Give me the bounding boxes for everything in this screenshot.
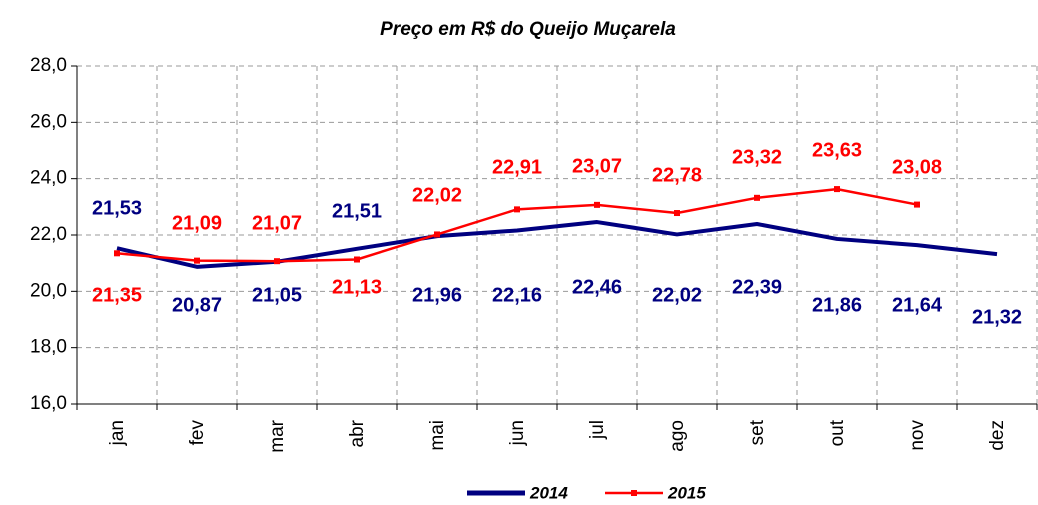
marker bbox=[274, 258, 280, 265]
marker bbox=[754, 194, 760, 201]
x-tick-label: abr bbox=[347, 419, 368, 447]
legend-label: 2014 bbox=[529, 483, 568, 502]
marker bbox=[914, 201, 920, 208]
x-tick-label: out bbox=[827, 419, 848, 446]
y-tick-label: 16,0 bbox=[30, 393, 67, 414]
data-label: 21,96 bbox=[412, 284, 462, 306]
x-tick-label: mai bbox=[427, 420, 448, 451]
y-tick-label: 24,0 bbox=[30, 168, 67, 189]
data-label: 22,91 bbox=[492, 156, 542, 178]
marker bbox=[834, 186, 840, 193]
legend-label: 2015 bbox=[667, 483, 706, 502]
data-label: 21,86 bbox=[812, 294, 862, 316]
data-label: 23,32 bbox=[732, 146, 782, 168]
data-label: 21,51 bbox=[332, 200, 382, 222]
data-label: 21,09 bbox=[172, 212, 222, 234]
data-label: 21,07 bbox=[252, 212, 302, 234]
y-tick-label: 26,0 bbox=[30, 111, 67, 132]
marker bbox=[594, 201, 600, 208]
data-label: 21,64 bbox=[892, 294, 943, 316]
y-tick-label: 20,0 bbox=[30, 280, 67, 301]
x-tick-label: jul bbox=[587, 420, 608, 440]
data-label: 22,46 bbox=[572, 276, 622, 298]
data-label: 21,05 bbox=[252, 284, 302, 306]
data-label: 22,16 bbox=[492, 284, 542, 306]
x-tick-label: set bbox=[747, 419, 768, 445]
x-tick-label: dez bbox=[987, 420, 1008, 451]
series-line bbox=[116, 220, 998, 269]
y-tick-label: 18,0 bbox=[30, 337, 67, 358]
marker bbox=[354, 256, 360, 263]
data-label: 20,87 bbox=[172, 294, 222, 316]
data-label: 21,13 bbox=[332, 276, 382, 298]
data-label: 23,63 bbox=[812, 139, 862, 161]
chart-title: Preço em R$ do Queijo Muçarela bbox=[380, 19, 676, 40]
data-label: 21,35 bbox=[92, 284, 142, 306]
data-label: 22,39 bbox=[732, 276, 782, 298]
data-label: 22,78 bbox=[652, 164, 702, 186]
x-tick-label: nov bbox=[907, 420, 928, 451]
data-label: 23,08 bbox=[892, 156, 942, 178]
marker bbox=[514, 206, 520, 213]
marker bbox=[674, 210, 680, 217]
marker bbox=[434, 231, 440, 238]
data-label: 22,02 bbox=[652, 284, 702, 306]
data-label: 22,02 bbox=[412, 184, 462, 206]
data-label: 23,07 bbox=[572, 155, 622, 177]
x-tick-label: jan bbox=[107, 420, 128, 446]
x-tick-label: mar bbox=[267, 419, 288, 452]
x-tick-label: ago bbox=[667, 420, 688, 452]
marker bbox=[194, 257, 200, 264]
x-tick-label: jun bbox=[507, 420, 528, 446]
marker bbox=[114, 250, 120, 257]
x-tick-label: fev bbox=[187, 420, 208, 446]
y-tick-label: 22,0 bbox=[30, 224, 67, 245]
legend-marker bbox=[631, 490, 637, 496]
y-tick-label: 28,0 bbox=[30, 55, 67, 76]
data-label: 21,53 bbox=[92, 197, 142, 219]
data-label: 21,32 bbox=[972, 306, 1022, 328]
